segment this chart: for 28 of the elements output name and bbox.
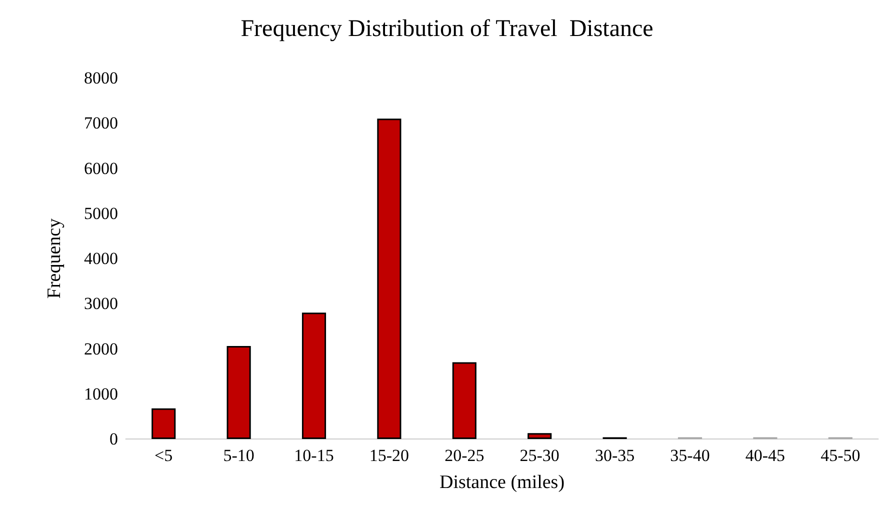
x-tick-label: 10-15 bbox=[294, 446, 334, 465]
x-tick-label: 15-20 bbox=[369, 446, 410, 465]
x-tick-label: 30-35 bbox=[594, 446, 635, 465]
y-axis-title: Frequency bbox=[44, 218, 65, 299]
y-tick-label: 8000 bbox=[84, 68, 118, 88]
bar bbox=[528, 433, 552, 439]
x-tick-label: 25-30 bbox=[520, 446, 560, 465]
x-tick-label: <5 bbox=[154, 446, 173, 465]
y-tick-label: 6000 bbox=[84, 158, 118, 178]
y-tick-label: 3000 bbox=[84, 294, 118, 314]
chart-title: Frequency Distribution of Travel Distance bbox=[240, 16, 654, 42]
y-tick-label: 1000 bbox=[84, 384, 118, 404]
x-tick-label: 45-50 bbox=[820, 446, 860, 465]
x-axis-title: Distance (miles) bbox=[439, 472, 565, 493]
bar bbox=[452, 362, 476, 439]
y-tick-label: 4000 bbox=[84, 249, 118, 268]
bar bbox=[152, 408, 176, 439]
x-tick-label: 5-10 bbox=[223, 446, 254, 465]
y-tick-label: 7000 bbox=[84, 114, 118, 133]
bar bbox=[226, 346, 251, 439]
y-tick-label: 5000 bbox=[84, 204, 118, 223]
x-tick-label: 40-45 bbox=[745, 446, 786, 465]
y-tick-label: 0 bbox=[110, 430, 118, 448]
bar bbox=[302, 312, 326, 439]
x-tick-label: 35-40 bbox=[670, 446, 710, 465]
x-tick-label: 20-25 bbox=[444, 446, 484, 465]
y-tick-label: 2000 bbox=[84, 339, 118, 358]
bar bbox=[377, 118, 402, 439]
